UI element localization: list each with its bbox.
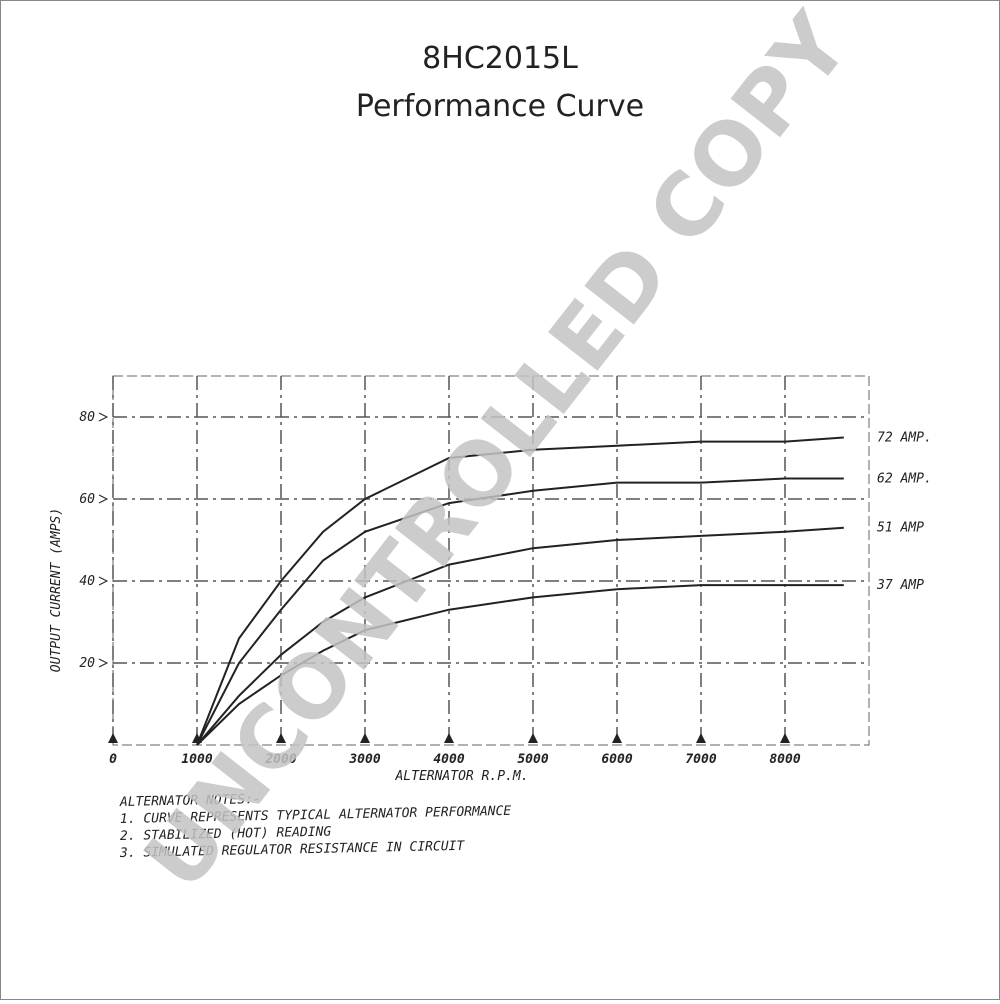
tick-mark: [528, 733, 538, 743]
tick-mark: [780, 733, 790, 743]
series-line: [196, 477, 844, 746]
series-line: [196, 584, 844, 746]
series-label: 72 AMP.: [877, 431, 932, 446]
tick-mark: [612, 733, 622, 743]
x-tick-label: 1000: [181, 752, 212, 767]
x-tick-label: 0: [109, 752, 117, 767]
x-tick-label: 2000: [264, 752, 296, 767]
series-line: [196, 526, 844, 746]
x-tick-label: 6000: [601, 752, 632, 767]
y-tick-label: 60: [79, 492, 95, 507]
tick-mark: [696, 733, 706, 743]
y-axis-label: OUTPUT CURRENT (AMPS): [49, 508, 64, 672]
plot: 0 1000 2000 3000 4000 5000 6000 7000 8000 20 40 60 8…: [79, 375, 932, 767]
tick-mark: [98, 576, 109, 586]
x-tick-label: 7000: [685, 752, 716, 767]
note: ALTERNATOR NOTES:-: [119, 792, 261, 810]
note: 2. STABILIZED (HOT) READING: [120, 825, 332, 844]
x-tick-label: 3000: [348, 752, 380, 767]
x-tick-label: 5000: [517, 752, 548, 767]
tick-mark: [98, 658, 109, 668]
chart-title: 8HC2015L: [422, 41, 578, 76]
note: 3. SIMULATED REGULATOR RESISTANCE IN CIR…: [119, 839, 466, 861]
plot-frame: [112, 375, 870, 746]
tick-mark: [444, 733, 454, 743]
y-tick-label: 80: [79, 410, 95, 425]
chart-subtitle: Performance Curve: [356, 89, 644, 124]
tick-mark: [108, 733, 118, 743]
x-tick-label: 4000: [433, 752, 464, 767]
series-label: 51 AMP: [877, 521, 924, 536]
series-label: 37 AMP: [876, 578, 924, 593]
x-tick-label: 8000: [769, 752, 800, 767]
tick-mark: [360, 733, 370, 743]
y-tick-label: 40: [79, 574, 95, 589]
x-axis-label: ALTERNATOR R.P.M.: [394, 769, 528, 784]
series-label: 62 AMP.: [877, 472, 932, 487]
tick-mark: [276, 733, 286, 743]
tick-mark: [98, 494, 109, 504]
y-tick-label: 20: [79, 656, 95, 671]
tick-mark: [98, 412, 109, 422]
series-line: [196, 436, 844, 746]
